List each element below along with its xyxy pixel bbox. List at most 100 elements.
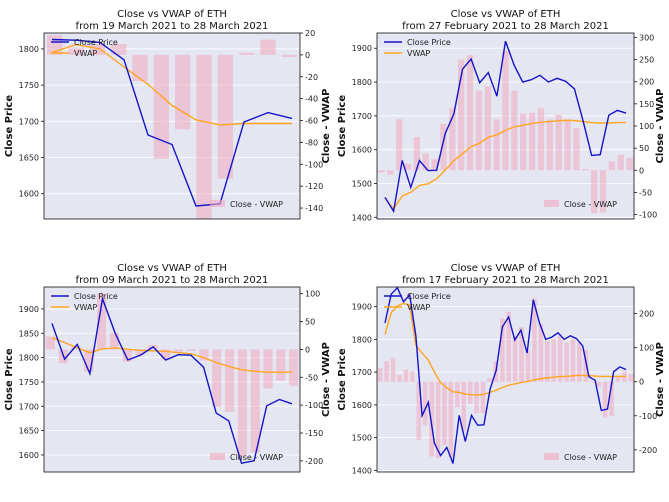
- chart-subtitle: from 09 March 2021 to 28 March 2021: [76, 275, 269, 286]
- diff-bar: [582, 168, 589, 171]
- diff-bar: [577, 342, 582, 382]
- diff-bar: [537, 108, 545, 171]
- diff-bar: [502, 50, 509, 171]
- diff-bar: [416, 381, 422, 440]
- diff-bar: [45, 336, 56, 350]
- diff-bar: [461, 381, 467, 432]
- y2-tick-label: 250: [639, 56, 654, 65]
- diff-bar: [217, 54, 234, 179]
- y-tick-label: 1700: [352, 368, 372, 377]
- chart-panel-1: 1600 1650 1700 1750 1800 -140 -120 -100 -80 -60 -4…: [4, 9, 332, 220]
- diff-bar: [390, 357, 396, 382]
- legend-vwap-label: VWAP: [407, 49, 430, 58]
- y-tick-label: 1600: [352, 401, 372, 410]
- vwap-line: [51, 43, 292, 126]
- legend-vwap-label: VWAP: [74, 49, 97, 58]
- y2-tick-label: 100: [639, 122, 654, 131]
- y2-tick-label: 100: [305, 290, 320, 299]
- diff-bar: [626, 157, 633, 171]
- y-tick-label: 1650: [19, 427, 39, 436]
- diff-bar: [564, 342, 569, 382]
- y-tick-label: 1850: [19, 329, 39, 338]
- diff-bar: [174, 54, 191, 130]
- y2-tick-label: 0: [305, 51, 310, 60]
- plot-frame: [43, 32, 301, 220]
- plot-background: [44, 33, 300, 219]
- chart-subtitle: from 19 March 2021 to 28 March 2021: [76, 21, 269, 32]
- y-tick-label: 1600: [19, 451, 39, 460]
- vwap-line: [51, 336, 292, 373]
- diff-bar: [196, 54, 212, 219]
- y-tick-label: 1800: [352, 335, 372, 344]
- diff-bar: [564, 119, 571, 171]
- diff-bar: [454, 381, 460, 408]
- close-price-line: [384, 286, 627, 464]
- diff-bar: [511, 90, 518, 171]
- diff-bar: [397, 374, 402, 382]
- diff-bar: [557, 335, 563, 382]
- chart-subtitle: from 17 February 2021 to 28 March 2021: [402, 275, 609, 286]
- diff-bar: [487, 378, 492, 382]
- y-tick-label: 1750: [19, 81, 39, 90]
- y2-tick-label: 0: [639, 378, 644, 387]
- diff-bar: [474, 381, 479, 414]
- diff-bar: [628, 374, 634, 382]
- diff-bar: [570, 339, 576, 382]
- legend-close-label: Close Price: [407, 292, 451, 301]
- diff-bar: [84, 349, 94, 372]
- y2-tick-label: 200: [639, 310, 654, 319]
- diff-bar: [384, 361, 389, 382]
- chart-subtitle: from 27 February 2021 to 28 March 2021: [402, 21, 609, 32]
- legend-vwap-label: VWAP: [407, 303, 430, 312]
- close-price-line: [51, 295, 293, 465]
- plot-background: [377, 287, 634, 472]
- diff-bar: [395, 119, 403, 171]
- diff-bar: [457, 59, 465, 171]
- plot-frame: [376, 286, 635, 473]
- legend-diff-label: Close - VWAP: [564, 453, 617, 462]
- diff-bar: [442, 381, 447, 445]
- diff-bar: [250, 349, 260, 453]
- y-axis-label: Close Price: [4, 95, 15, 157]
- y2-tick-label: -40: [305, 95, 318, 104]
- y2-tick-label: -20: [305, 73, 318, 82]
- diff-bar: [109, 332, 120, 350]
- diff-bar: [132, 54, 148, 82]
- y-tick-label: 1800: [19, 45, 39, 54]
- y2-tick-label: -100: [639, 211, 657, 220]
- diff-bar: [499, 318, 505, 382]
- diff-bar: [532, 298, 537, 382]
- diff-bar: [377, 368, 383, 382]
- diff-bar: [519, 327, 524, 382]
- y-tick-label: 1750: [19, 378, 39, 387]
- vwap-line: [384, 302, 626, 396]
- legend-vwap-label: VWAP: [74, 303, 97, 312]
- y-tick-label: 1600: [352, 146, 372, 155]
- y2-tick-label: -120: [305, 182, 323, 191]
- diff-bar: [602, 381, 608, 418]
- y2-tick-label: -80: [305, 138, 318, 147]
- diff-bar: [475, 90, 483, 171]
- diff-bar: [238, 52, 255, 55]
- diff-bar: [199, 349, 209, 361]
- chart-title: Close vs VWAP of ETH: [451, 263, 561, 274]
- diff-bar: [590, 170, 598, 214]
- y2-axis-label: Close - VWAP: [655, 89, 666, 164]
- diff-bar: [403, 369, 409, 382]
- plot-frame: [43, 286, 301, 473]
- diff-bar: [173, 349, 184, 352]
- diff-bar: [68, 48, 84, 55]
- y2-tick-label: 50: [639, 144, 649, 153]
- y2-tick-label: -100: [305, 160, 323, 169]
- diff-bar: [276, 349, 286, 381]
- y-tick-label: 1700: [352, 112, 372, 121]
- diff-bar: [96, 293, 107, 350]
- y-tick-label: 1900: [352, 44, 372, 53]
- diff-bar: [212, 349, 222, 407]
- y-tick-label: 1900: [352, 303, 372, 312]
- legend-diff-swatch: [544, 200, 559, 207]
- diff-bar: [387, 170, 394, 175]
- diff-bar: [263, 349, 273, 389]
- diff-bar: [422, 153, 429, 171]
- diff-bar: [617, 154, 624, 171]
